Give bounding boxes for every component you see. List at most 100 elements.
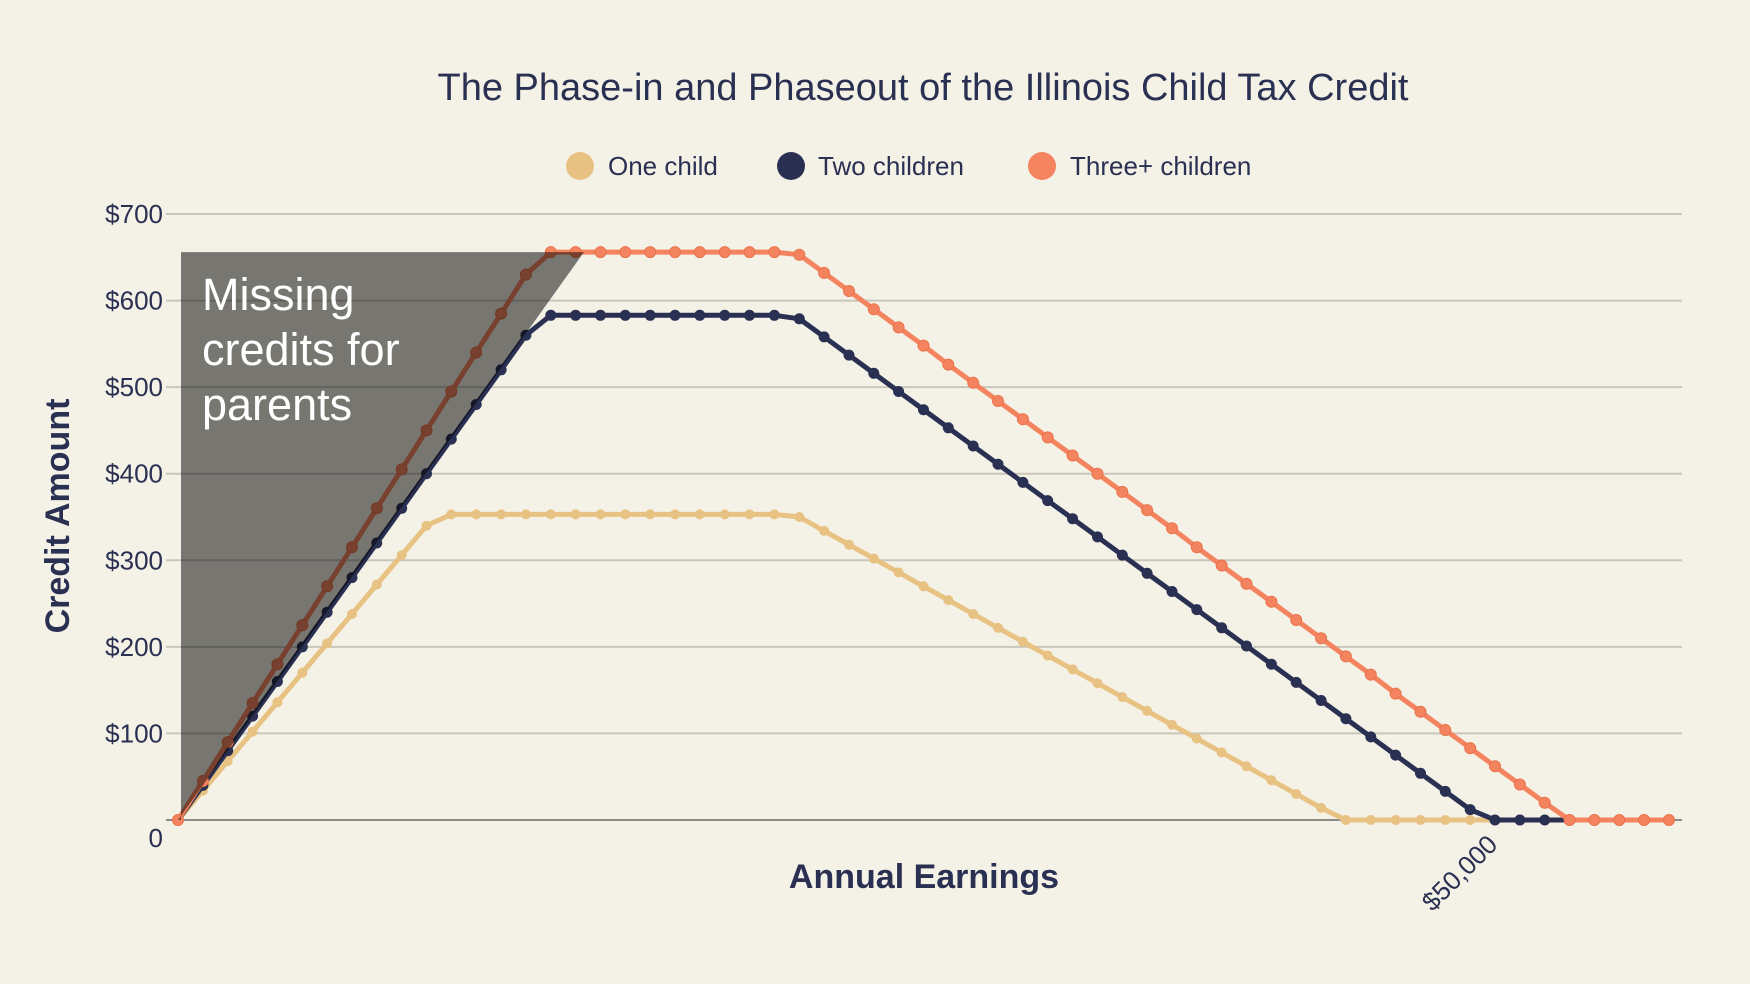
data-point (793, 248, 806, 261)
data-point (968, 609, 979, 619)
data-point (1439, 724, 1452, 736)
data-point (595, 509, 606, 520)
data-point (1167, 719, 1177, 730)
data-point (868, 553, 879, 564)
data-point (918, 581, 929, 592)
data-point (943, 595, 954, 606)
y-axis-title: Credit Amount (39, 399, 77, 634)
data-point (1415, 815, 1426, 825)
data-point (1116, 549, 1128, 561)
data-point (1538, 796, 1551, 809)
y-tick-label: 0 (149, 823, 163, 853)
data-point (1017, 476, 1029, 488)
data-point (1465, 815, 1476, 825)
legend-marker-one-child (566, 152, 594, 180)
legend-label-three-plus-children: Three+ children (1070, 151, 1251, 181)
data-point (1142, 705, 1153, 716)
data-point (1390, 749, 1402, 761)
data-point (793, 313, 805, 325)
data-point (1489, 760, 1501, 773)
legend-marker-two-children (777, 152, 805, 180)
missing-credits-annotation: Missing credits for parents (178, 252, 584, 821)
data-point (1216, 622, 1228, 634)
y-tick-label: $100 (105, 718, 163, 748)
data-point (744, 309, 755, 321)
data-point (844, 539, 854, 550)
data-point (347, 609, 357, 619)
data-point (1315, 695, 1327, 706)
data-point (1141, 567, 1153, 579)
data-point (1513, 778, 1526, 791)
data-point (1091, 467, 1104, 480)
data-point (645, 509, 656, 520)
data-point (619, 309, 631, 321)
data-point (570, 509, 581, 520)
y-tick-label: $400 (105, 459, 163, 489)
data-point (1191, 604, 1203, 616)
data-point (669, 246, 681, 259)
annotation-line-2: credits for (202, 324, 400, 375)
legend-item-three-plus-children[interactable]: Three+ children (1028, 151, 1251, 181)
legend-item-one-child[interactable]: One child (566, 151, 718, 181)
data-point (942, 422, 954, 434)
legend-item-two-children[interactable]: Two children (777, 151, 964, 181)
data-point (619, 246, 632, 259)
data-point (421, 520, 432, 531)
data-point (768, 309, 780, 321)
data-point (1563, 814, 1576, 826)
annotation-line-1: Missing (202, 269, 355, 320)
legend: One child Two children Three+ children (566, 151, 1251, 181)
data-point (1315, 632, 1328, 645)
data-point (322, 638, 333, 649)
data-point (670, 509, 680, 520)
data-point (1216, 747, 1227, 758)
data-point (1265, 595, 1278, 608)
data-point (1390, 815, 1401, 825)
data-point (644, 246, 657, 259)
series-one-child (173, 509, 1674, 825)
data-point (1042, 495, 1054, 507)
data-point (1613, 814, 1626, 826)
data-point (893, 567, 904, 578)
data-point (1489, 814, 1501, 826)
data-point (1117, 692, 1128, 703)
data-point (769, 509, 780, 520)
data-point (1638, 814, 1651, 826)
y-axis-ticks: 0 $100 $200 $300 $400 $500 $600 $700 (105, 199, 163, 853)
data-point (1415, 767, 1426, 779)
data-point (992, 458, 1004, 470)
data-point (743, 246, 756, 259)
data-point (669, 309, 681, 321)
data-point (594, 246, 607, 259)
data-point (719, 509, 730, 520)
data-point (1066, 449, 1079, 462)
data-point (993, 622, 1003, 633)
data-point (595, 309, 606, 321)
legend-label-one-child: One child (608, 151, 718, 181)
data-point (1365, 731, 1377, 743)
data-point (868, 367, 880, 379)
data-point (718, 246, 731, 259)
data-point (843, 285, 855, 297)
data-point (1067, 664, 1078, 675)
data-point (918, 404, 929, 416)
data-point (693, 246, 706, 259)
legend-label-two-children: Two children (818, 151, 964, 181)
data-point (1265, 658, 1277, 670)
data-point (1340, 815, 1351, 825)
data-point (1041, 431, 1054, 444)
data-point (1191, 733, 1202, 744)
x-axis-title: Annual Earnings (789, 858, 1059, 896)
data-point (1539, 814, 1551, 826)
data-point (967, 440, 979, 452)
data-point (992, 395, 1004, 407)
data-point (545, 309, 557, 321)
data-point (1241, 761, 1252, 772)
data-point (1340, 713, 1352, 725)
data-point (917, 339, 930, 352)
data-point (818, 331, 830, 343)
data-point (496, 509, 507, 520)
missing-credits-region (178, 252, 584, 821)
data-point (1389, 687, 1402, 700)
data-point (1464, 742, 1477, 755)
